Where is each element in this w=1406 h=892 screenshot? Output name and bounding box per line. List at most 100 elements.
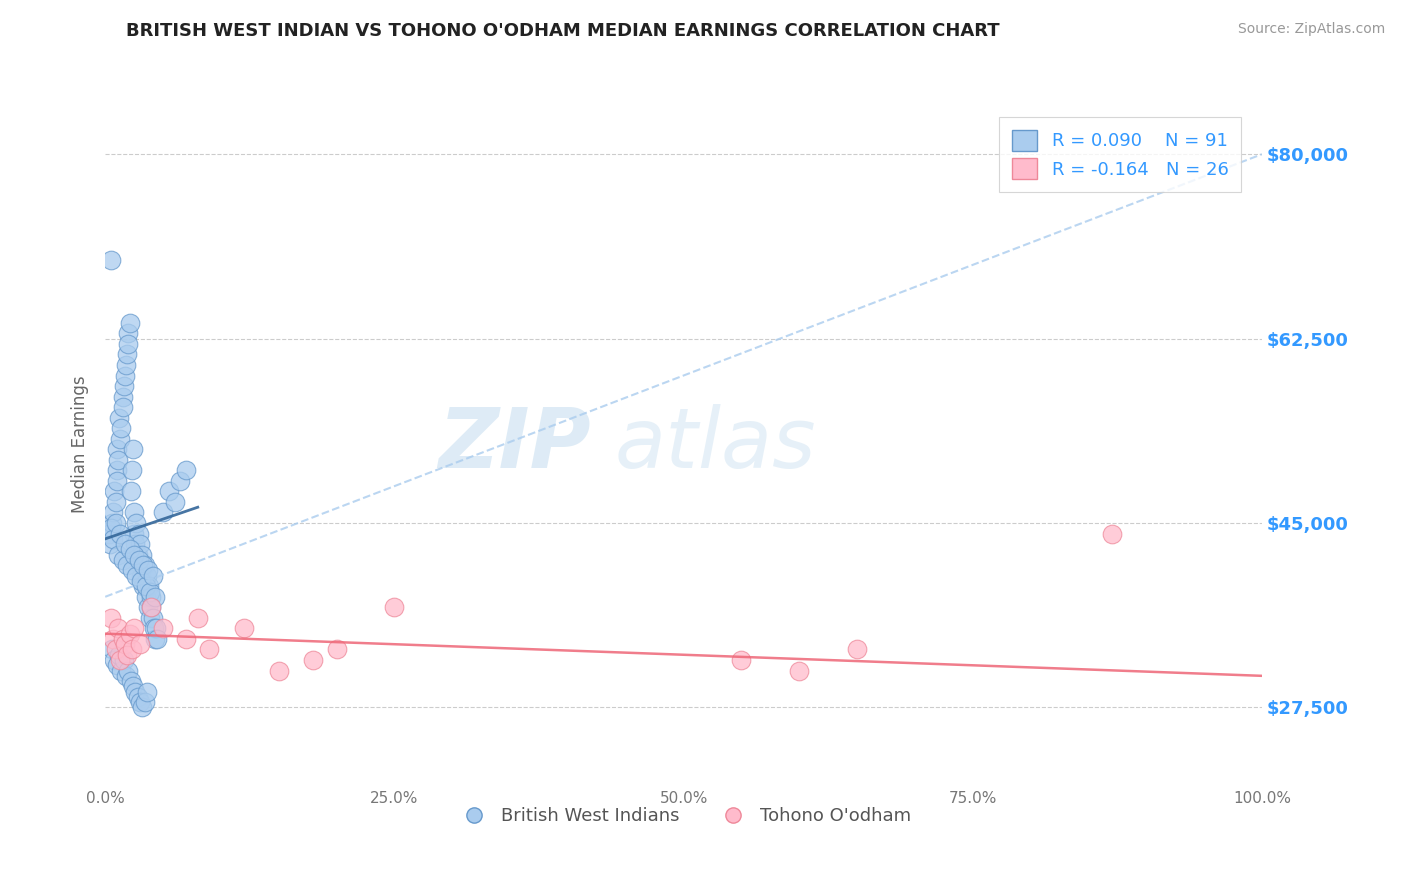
Point — [111, 400, 134, 414]
Point — [132, 579, 155, 593]
Point — [129, 558, 152, 573]
Point — [110, 421, 132, 435]
Text: ZIP: ZIP — [439, 403, 591, 484]
Text: Source: ZipAtlas.com: Source: ZipAtlas.com — [1237, 22, 1385, 37]
Point — [169, 474, 191, 488]
Point — [122, 442, 145, 457]
Point — [110, 432, 132, 446]
Point — [121, 564, 143, 578]
Point — [103, 653, 125, 667]
Point — [142, 611, 165, 625]
Point — [135, 590, 157, 604]
Point — [142, 568, 165, 582]
Point — [117, 326, 139, 341]
Point — [118, 542, 141, 557]
Point — [132, 558, 155, 573]
Point — [105, 463, 128, 477]
Point — [163, 495, 186, 509]
Point — [325, 642, 347, 657]
Point — [134, 695, 156, 709]
Point — [115, 648, 138, 662]
Point — [112, 379, 135, 393]
Point — [146, 632, 169, 646]
Point — [108, 648, 131, 662]
Point — [187, 611, 209, 625]
Legend: British West Indians, Tohono O'odham: British West Indians, Tohono O'odham — [449, 800, 918, 832]
Y-axis label: Median Earnings: Median Earnings — [72, 376, 89, 513]
Point — [103, 484, 125, 499]
Point — [114, 368, 136, 383]
Point — [384, 600, 406, 615]
Point — [142, 621, 165, 635]
Point — [135, 684, 157, 698]
Point — [101, 516, 124, 530]
Point — [129, 574, 152, 588]
Point — [103, 506, 125, 520]
Point — [131, 548, 153, 562]
Point — [128, 526, 150, 541]
Point — [115, 358, 138, 372]
Point — [124, 684, 146, 698]
Point — [129, 537, 152, 551]
Point — [104, 516, 127, 530]
Point — [100, 252, 122, 267]
Point — [787, 664, 810, 678]
Point — [107, 548, 129, 562]
Point — [174, 463, 197, 477]
Point — [136, 600, 159, 615]
Point — [122, 679, 145, 693]
Point — [125, 568, 148, 582]
Point — [122, 621, 145, 635]
Point — [152, 621, 174, 635]
Point — [115, 558, 138, 573]
Point — [120, 484, 142, 499]
Point — [115, 669, 138, 683]
Point — [135, 579, 157, 593]
Point — [135, 568, 157, 582]
Point — [267, 664, 290, 678]
Point — [134, 558, 156, 573]
Point — [141, 600, 163, 615]
Point — [108, 410, 131, 425]
Point — [846, 642, 869, 657]
Point — [157, 484, 180, 499]
Point — [120, 674, 142, 689]
Point — [110, 664, 132, 678]
Point — [97, 526, 120, 541]
Point — [103, 632, 125, 646]
Point — [136, 564, 159, 578]
Point — [302, 653, 325, 667]
Point — [114, 537, 136, 551]
Point — [110, 526, 132, 541]
Point — [118, 626, 141, 640]
Point — [129, 695, 152, 709]
Point — [121, 463, 143, 477]
Point — [124, 537, 146, 551]
Point — [122, 548, 145, 562]
Point — [122, 526, 145, 541]
Point — [127, 548, 149, 562]
Point — [131, 700, 153, 714]
Point — [143, 590, 166, 604]
Point — [115, 347, 138, 361]
Point — [233, 621, 256, 635]
Point — [122, 506, 145, 520]
Point — [103, 532, 125, 546]
Point — [1101, 526, 1123, 541]
Text: atlas: atlas — [614, 403, 815, 484]
Point — [139, 611, 162, 625]
Point — [121, 642, 143, 657]
Point — [174, 632, 197, 646]
Point — [138, 579, 160, 593]
Point — [111, 632, 134, 646]
Point — [105, 658, 128, 673]
Point — [98, 537, 121, 551]
Point — [143, 632, 166, 646]
Point — [117, 337, 139, 351]
Point — [152, 506, 174, 520]
Point — [100, 611, 122, 625]
Point — [125, 516, 148, 530]
Point — [105, 474, 128, 488]
Point — [139, 584, 162, 599]
Point — [111, 553, 134, 567]
